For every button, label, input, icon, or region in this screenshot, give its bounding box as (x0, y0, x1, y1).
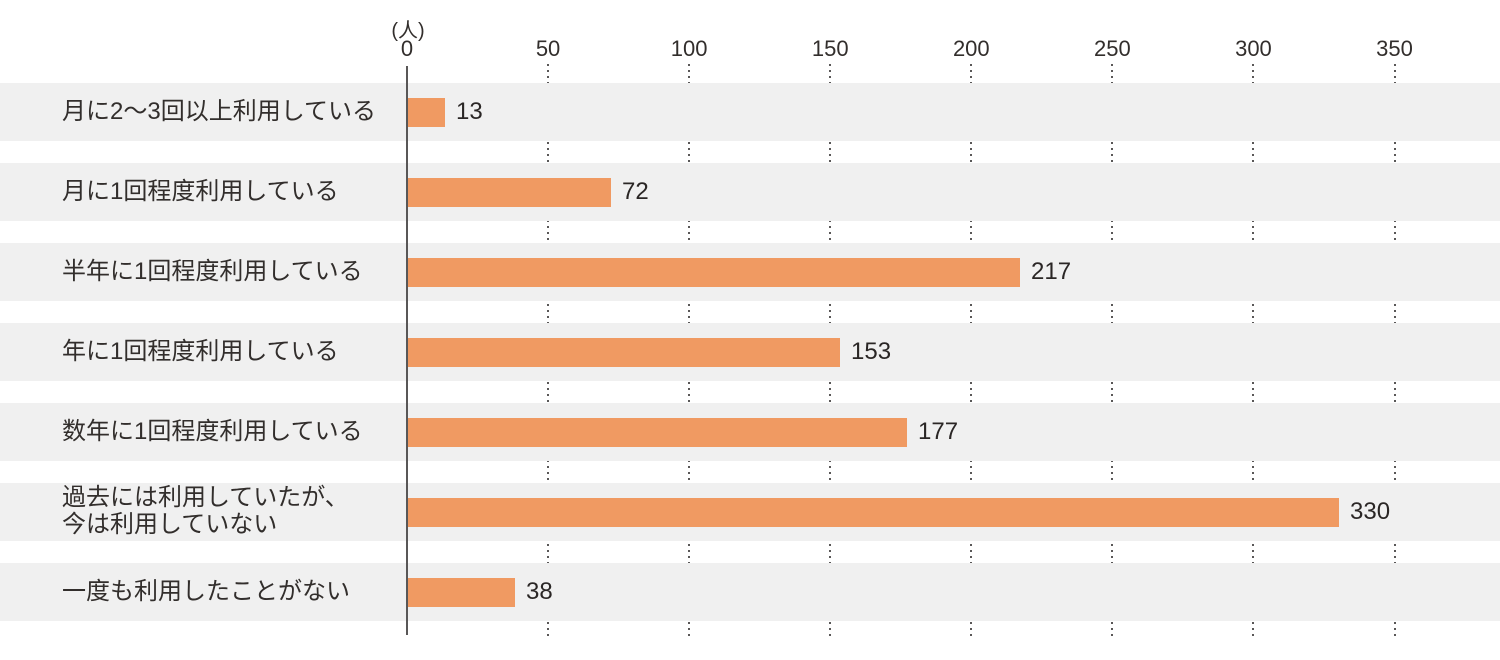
bar (408, 97, 445, 127)
x-tick-label: 250 (1094, 36, 1131, 61)
y-axis-line (406, 66, 408, 635)
bar (408, 577, 515, 607)
x-tick-label: 200 (952, 36, 990, 61)
value-label: 13 (456, 98, 483, 125)
bar (408, 257, 1020, 287)
bar (408, 177, 611, 207)
category-label: 年に1回程度利用している (62, 337, 339, 365)
axis-unit-label: (人) (391, 20, 425, 42)
category-label: 月に1回程度利用している (62, 177, 339, 205)
bar (408, 417, 907, 447)
x-tick-label: 0 (400, 36, 414, 61)
x-tick-label: 300 (1235, 36, 1272, 61)
row-band (0, 83, 1500, 141)
value-label: 217 (1031, 258, 1072, 285)
row-band (0, 563, 1500, 621)
x-tick-label: 100 (670, 36, 708, 61)
value-label: 330 (1350, 498, 1391, 525)
bar (408, 337, 840, 367)
x-tick-label: 150 (811, 36, 849, 61)
value-label: 72 (622, 178, 649, 205)
value-label: 38 (526, 578, 553, 605)
category-label: 数年に1回程度利用している (62, 417, 363, 445)
category-label: 一度も利用したことがない (62, 577, 350, 605)
category-label: 半年に1回程度利用している (62, 257, 363, 285)
category-label: 月に2〜3回以上利用している (62, 97, 376, 125)
value-label: 153 (851, 338, 892, 365)
row-band (0, 163, 1500, 221)
category-label: 過去には利用していたが、 今は利用していない (62, 484, 349, 538)
x-tick-label: 50 (535, 36, 561, 61)
bar (408, 497, 1339, 527)
value-label: 177 (918, 418, 959, 445)
x-tick-label: 350 (1376, 36, 1413, 61)
